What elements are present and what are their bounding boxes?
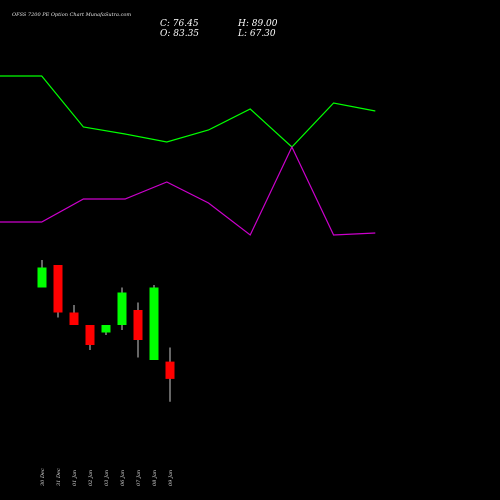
x-tick-label: 02 Jan	[88, 470, 94, 486]
candle-body	[101, 325, 111, 333]
high-value: H: 89.00	[237, 19, 278, 29]
candle	[117, 287, 127, 330]
candle	[133, 302, 143, 358]
x-tick-label: 07 Jan	[136, 470, 142, 486]
x-tick-label: 30 Dec	[40, 468, 46, 486]
candle	[69, 305, 79, 325]
candle-body	[85, 325, 95, 345]
candle	[165, 347, 175, 402]
candle-body	[53, 265, 63, 313]
x-tick-label: 09 Jan	[168, 470, 174, 486]
candle	[53, 265, 63, 318]
chart-title: OFSS 7200 PE Option Chart MunafaSutra.co…	[12, 12, 131, 18]
candlesticks	[37, 260, 175, 402]
candle-body	[165, 361, 175, 379]
indicator-line-1	[0, 75, 376, 148]
candle	[37, 260, 47, 288]
candle-body	[37, 267, 47, 288]
x-axis-ticks: 30 Dec 31 Dec 01 Jan 02 Jan 03 Jan 06 Jan 07 J…	[40, 468, 174, 486]
x-tick-label: 31 Dec	[56, 468, 62, 486]
candle-body	[69, 312, 79, 325]
candle	[85, 325, 95, 350]
low-value: L: 67.30	[237, 29, 276, 39]
x-tick-label: 03 Jan	[104, 470, 110, 486]
candle-body	[133, 310, 143, 340]
indicator-line-2	[0, 145, 376, 236]
open-value: O: 83.35	[160, 29, 199, 39]
x-tick-label: 08 Jan	[152, 470, 158, 486]
candle	[149, 285, 159, 360]
indicator-lines	[0, 75, 376, 236]
close-value: C: 76.45	[160, 19, 199, 29]
candle-body	[149, 287, 159, 360]
candle	[101, 325, 111, 335]
x-tick-label: 01 Jan	[72, 470, 78, 486]
x-tick-label: 06 Jan	[120, 470, 126, 486]
candle-body	[117, 292, 127, 325]
